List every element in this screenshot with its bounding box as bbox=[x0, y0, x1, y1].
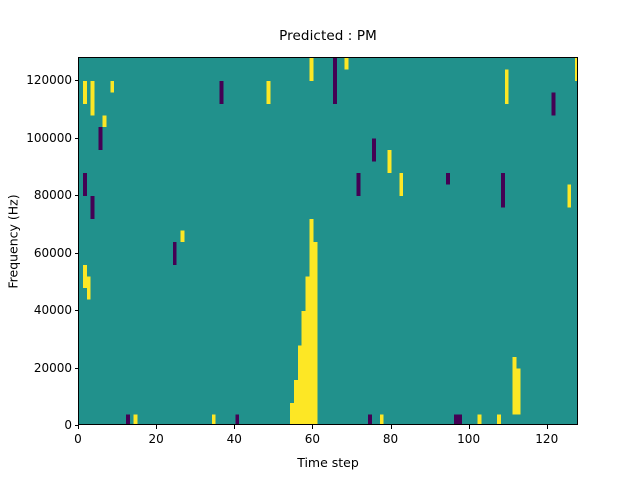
x-tick-label: 100 bbox=[457, 432, 481, 446]
x-tick-mark bbox=[312, 425, 314, 429]
x-tick-label: 60 bbox=[304, 432, 321, 446]
y-tick-label: 40000 bbox=[33, 303, 72, 317]
y-tick-mark bbox=[74, 137, 78, 139]
x-tick-mark bbox=[546, 425, 548, 429]
x-tick-mark bbox=[78, 425, 79, 429]
y-tick-mark bbox=[74, 425, 78, 426]
x-tick-label: 40 bbox=[226, 432, 242, 446]
y-tick-label: 0 bbox=[64, 418, 72, 432]
chart-title: Predicted : PM bbox=[279, 28, 377, 44]
x-tick-mark bbox=[468, 425, 470, 429]
x-tick-mark bbox=[234, 425, 236, 429]
y-tick-mark bbox=[74, 310, 78, 311]
x-tick-label: 20 bbox=[148, 432, 164, 446]
heatmap-plot-area bbox=[78, 57, 578, 425]
y-tick-mark bbox=[74, 367, 78, 369]
x-tick-label: 80 bbox=[382, 432, 399, 446]
x-tick-label: 120 bbox=[535, 432, 559, 446]
x-axis-label: Time step bbox=[297, 455, 359, 470]
y-tick-label: 100000 bbox=[26, 130, 72, 145]
heatmap-image bbox=[79, 58, 577, 424]
y-tick-label: 80000 bbox=[33, 188, 72, 202]
y-tick-label: 20000 bbox=[33, 360, 72, 375]
y-tick-label: 120000 bbox=[26, 73, 72, 87]
x-tick-mark bbox=[156, 425, 158, 429]
y-axis-label: Frequency (Hz) bbox=[5, 194, 21, 289]
x-tick-mark bbox=[390, 425, 392, 429]
x-tick-label: 0 bbox=[74, 432, 82, 446]
y-tick-label: 60000 bbox=[33, 245, 72, 260]
y-tick-mark bbox=[74, 80, 78, 81]
y-tick-mark bbox=[74, 195, 78, 196]
y-tick-mark bbox=[74, 252, 78, 254]
